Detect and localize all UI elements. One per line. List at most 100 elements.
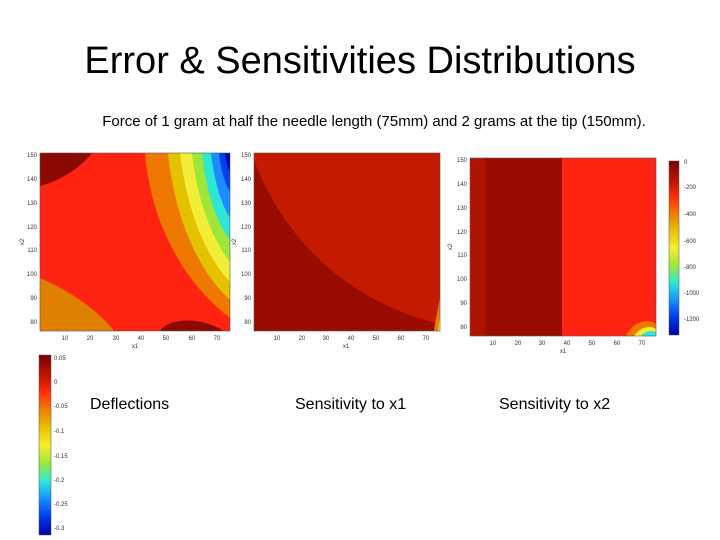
x-tick-label: 60 bbox=[614, 341, 621, 347]
y-axis-label: x2 bbox=[20, 238, 26, 245]
x-tick-labels: 10 20 30 40 50 60 70 bbox=[490, 341, 646, 347]
x-tick-label: 40 bbox=[138, 336, 145, 342]
y-tick-label: 90 bbox=[460, 301, 467, 307]
colorbar-tick-label: -800 bbox=[684, 265, 697, 271]
y-tick-label: 100 bbox=[457, 277, 468, 283]
slide-subtitle: Force of 1 gram at half the needle lengt… bbox=[102, 113, 646, 130]
slide-title: Error & Sensitivities Distributions bbox=[84, 40, 636, 82]
colorbar-tick-label: -1200 bbox=[684, 317, 700, 323]
colorbar-tick-label: -0.2 bbox=[54, 478, 65, 484]
y-axis-label: x2 bbox=[232, 238, 238, 245]
x-axis-label: x1 bbox=[560, 349, 567, 355]
x-tick-label: 40 bbox=[564, 341, 571, 347]
y-tick-label: 80 bbox=[460, 325, 467, 331]
caption-sensitivity-x2: Sensitivity to x2 bbox=[499, 396, 611, 413]
x-tick-label: 10 bbox=[274, 336, 281, 342]
y-tick-label: 140 bbox=[241, 177, 252, 183]
colorbar-tick-label: -600 bbox=[684, 239, 697, 245]
x-tick-label: 20 bbox=[299, 336, 306, 342]
colorbar-tick-label: -400 bbox=[684, 212, 697, 218]
colorbar-tick-label: 0 bbox=[684, 160, 688, 166]
colorbar-gradient bbox=[38, 354, 52, 536]
y-tick-label: 130 bbox=[457, 206, 468, 212]
x-tick-label: 10 bbox=[62, 336, 69, 342]
x-tick-label: 70 bbox=[639, 341, 646, 347]
x-tick-label: 50 bbox=[163, 336, 170, 342]
colorbar-tick-labels: 0.05 0 -0.05 -0.1 -0.15 -0.2 -0.25 -0.3 bbox=[54, 356, 68, 532]
colorbar-tick-label: 0 bbox=[54, 380, 58, 386]
heatmap-left-band bbox=[470, 158, 562, 336]
colorbar-tick-label: -0.25 bbox=[54, 502, 68, 508]
y-tick-label: 100 bbox=[27, 272, 38, 278]
colorbar-tick-label: -1000 bbox=[684, 291, 700, 297]
x-tick-label: 50 bbox=[373, 336, 380, 342]
x-tick-label: 50 bbox=[589, 341, 596, 347]
plot-frame bbox=[469, 157, 657, 337]
contour-corner-green bbox=[641, 331, 656, 336]
y-tick-labels: 150 140 130 120 110 100 90 80 bbox=[457, 158, 468, 331]
y-tick-label: 130 bbox=[241, 201, 252, 207]
y-tick-label: 100 bbox=[241, 272, 252, 278]
y-tick-label: 150 bbox=[241, 153, 252, 159]
y-tick-label: 120 bbox=[457, 230, 468, 236]
x-tick-labels: 10 20 30 40 50 60 70 bbox=[274, 336, 430, 342]
y-tick-label: 120 bbox=[27, 225, 38, 231]
y-tick-labels: 150 140 130 120 110 100 90 80 bbox=[241, 153, 252, 326]
contour-dark-region bbox=[254, 160, 440, 331]
contour-navy-band bbox=[225, 153, 230, 172]
y-tick-label: 110 bbox=[241, 248, 251, 254]
caption-sensitivity-x1: Sensitivity to x1 bbox=[295, 396, 407, 413]
x-tick-labels: 10 20 30 40 50 60 70 bbox=[62, 336, 221, 342]
y-tick-label: 80 bbox=[30, 320, 37, 326]
x-axis-label: x1 bbox=[343, 344, 350, 350]
colorbar-tick-label: -0.15 bbox=[54, 454, 68, 460]
x-tick-label: 60 bbox=[189, 336, 196, 342]
contour-bottomright-spot bbox=[434, 296, 440, 331]
colorbar-tick-label: -200 bbox=[684, 185, 697, 191]
x-tick-label: 60 bbox=[398, 336, 405, 342]
x-tick-label: 10 bbox=[490, 341, 497, 347]
y-tick-label: 150 bbox=[457, 158, 468, 164]
colorbar-tick-label: 0.05 bbox=[54, 356, 66, 362]
x-tick-label: 70 bbox=[214, 336, 221, 342]
x-tick-label: 20 bbox=[515, 341, 522, 347]
heatmap-sensitivity-x1: 150 140 130 120 110 100 90 80 10 20 30 4… bbox=[232, 152, 441, 350]
colorbar-tick-labels: 0 -200 -400 -600 -800 -1000 -1200 bbox=[684, 160, 700, 323]
contour-thin-dark-strip bbox=[470, 158, 485, 336]
heatmap-right-band bbox=[562, 158, 656, 336]
plot-frame bbox=[253, 152, 441, 332]
y-tick-label: 130 bbox=[27, 201, 38, 207]
y-tick-label: 140 bbox=[27, 177, 38, 183]
x-tick-label: 30 bbox=[323, 336, 330, 342]
x-axis-label: x1 bbox=[132, 344, 139, 350]
colorbar-deflections: 0.05 0 -0.05 -0.1 -0.15 -0.2 -0.25 -0.3 bbox=[38, 354, 68, 536]
y-tick-label: 120 bbox=[241, 225, 252, 231]
x-tick-label: 20 bbox=[87, 336, 94, 342]
colorbar-gradient bbox=[668, 160, 680, 336]
x-tick-label: 40 bbox=[348, 336, 355, 342]
heatmap-deflections: 150 140 130 120 110 100 90 80 10 20 30 4… bbox=[20, 152, 231, 350]
y-axis-label: x2 bbox=[448, 243, 454, 250]
y-tick-label: 80 bbox=[244, 320, 251, 326]
y-tick-label: 150 bbox=[27, 153, 38, 159]
y-tick-label: 110 bbox=[27, 248, 37, 254]
y-tick-labels: 150 140 130 120 110 100 90 80 bbox=[27, 153, 38, 326]
colorbar-tick-label: -0.1 bbox=[54, 429, 65, 435]
colorbar-sensitivity-x2: 0 -200 -400 -600 -800 -1000 -1200 bbox=[668, 160, 700, 336]
y-tick-label: 140 bbox=[457, 182, 468, 188]
contour-bottomright-spot-yellow bbox=[438, 314, 440, 331]
x-tick-label: 30 bbox=[539, 341, 546, 347]
contour-topleft-dark bbox=[40, 153, 92, 186]
heatmap-sensitivity-x2: 150 140 130 120 110 100 90 80 10 20 30 4… bbox=[448, 157, 657, 355]
contour-bottomleft-orange bbox=[40, 278, 114, 331]
y-tick-label: 90 bbox=[244, 296, 251, 302]
y-tick-label: 110 bbox=[457, 253, 467, 259]
plot-frame bbox=[39, 152, 231, 332]
y-tick-label: 90 bbox=[30, 296, 37, 302]
caption-deflections: Deflections bbox=[90, 396, 170, 413]
contour-bottom-dark bbox=[160, 320, 224, 331]
colorbar-tick-label: -0.05 bbox=[54, 404, 68, 410]
colorbar-tick-label: -0.3 bbox=[54, 526, 65, 532]
x-tick-label: 70 bbox=[423, 336, 430, 342]
